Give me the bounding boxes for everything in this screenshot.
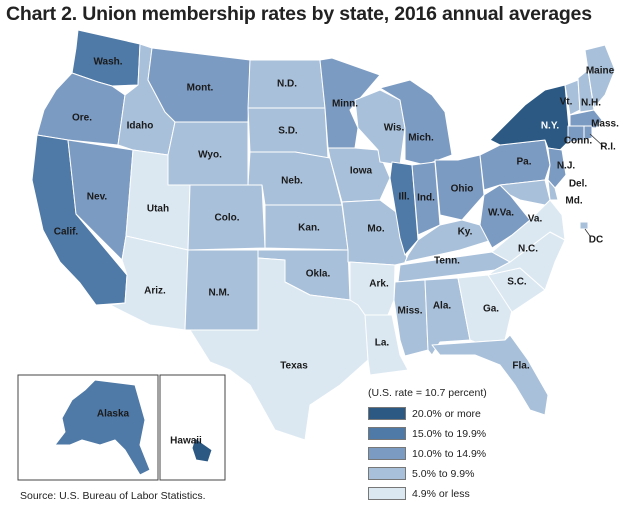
state-ia[interactable] xyxy=(327,147,391,203)
state-label-oh: Ohio xyxy=(451,184,474,195)
state-me[interactable] xyxy=(584,44,616,109)
state-ms[interactable] xyxy=(393,279,429,357)
state-label-wi: Wis. xyxy=(384,123,405,134)
state-label-wa: Wash. xyxy=(93,57,122,68)
state-label-ca: Calif. xyxy=(54,227,79,238)
state-mo[interactable] xyxy=(341,199,409,266)
state-label-wv: W.Va. xyxy=(488,208,514,219)
state-label-ne: Neb. xyxy=(281,176,303,187)
legend-item: 20.0% or more xyxy=(368,406,481,421)
legend-item: 15.0% to 19.9% xyxy=(368,426,486,441)
state-label-sc: S.C. xyxy=(507,277,527,288)
state-label-ak: Alaska xyxy=(97,409,130,420)
state-label-az: Ariz. xyxy=(144,286,166,297)
legend-label: 5.0% to 9.9% xyxy=(412,467,475,480)
state-label-ms: Miss. xyxy=(397,306,422,317)
legend-swatch xyxy=(368,487,406,500)
state-label-il: Ill. xyxy=(398,192,409,203)
state-label-fl: Fla. xyxy=(512,361,529,372)
legend-label: 15.0% to 19.9% xyxy=(412,427,487,440)
state-label-ok: Okla. xyxy=(306,269,331,280)
state-label-in: Ind. xyxy=(417,193,435,204)
state-label-nc: N.C. xyxy=(518,244,538,255)
state-label-ut: Utah xyxy=(147,204,169,215)
legend-swatch xyxy=(368,447,406,460)
state-label-ia: Iowa xyxy=(350,166,373,177)
legend-item: 5.0% to 9.9% xyxy=(368,466,474,481)
state-label-ma: Mass. xyxy=(591,119,619,130)
legend-item: 4.9% or less xyxy=(368,486,470,501)
state-label-la: La. xyxy=(375,338,390,349)
state-label-de: Del. xyxy=(569,179,588,190)
state-label-nh: N.H. xyxy=(581,98,601,109)
state-label-hi: Hawaii xyxy=(170,436,202,447)
state-fl[interactable] xyxy=(431,334,549,416)
state-label-ct: Conn. xyxy=(564,136,593,147)
state-label-mn: Minn. xyxy=(332,99,358,110)
leader-dc xyxy=(584,228,591,237)
legend-label: 20.0% or more xyxy=(412,407,481,420)
state-label-ny: N.Y. xyxy=(541,121,560,132)
legend-swatch xyxy=(368,427,406,440)
state-label-nm: N.M. xyxy=(208,288,229,299)
state-label-co: Colo. xyxy=(215,213,240,224)
legend-label: 4.9% or less xyxy=(412,487,470,500)
legend-item: 10.0% to 14.9% xyxy=(368,446,486,461)
state-label-vt: Vt. xyxy=(560,97,573,108)
state-label-nd: N.D. xyxy=(277,79,297,90)
hawaii-inset-frame xyxy=(159,374,226,481)
state-label-sd: S.D. xyxy=(278,126,298,137)
state-label-tn: Tenn. xyxy=(434,256,460,267)
state-label-ga: Ga. xyxy=(483,304,499,315)
state-ma[interactable] xyxy=(569,109,603,129)
state-label-pa: Pa. xyxy=(516,157,531,168)
source-note: Source: U.S. Bureau of Labor Statistics. xyxy=(20,490,206,502)
state-label-ks: Kan. xyxy=(298,223,320,234)
state-label-nj: N.J. xyxy=(557,161,576,172)
state-label-mo: Mo. xyxy=(367,224,384,235)
state-label-mi: Mich. xyxy=(408,133,434,144)
state-label-ky: Ky. xyxy=(458,227,473,238)
state-or[interactable] xyxy=(36,72,126,146)
state-label-ar: Ark. xyxy=(369,279,389,290)
state-hi[interactable] xyxy=(191,437,213,463)
state-ri[interactable] xyxy=(583,125,593,141)
state-label-wy: Wyo. xyxy=(198,150,222,161)
state-label-or: Ore. xyxy=(72,113,92,124)
state-de[interactable] xyxy=(547,179,559,201)
page-title: Chart 2. Union membership rates by state… xyxy=(6,3,592,25)
state-ak[interactable] xyxy=(54,379,151,476)
legend-label: 10.0% to 14.9% xyxy=(412,447,487,460)
legend-swatch xyxy=(368,407,406,420)
state-md[interactable] xyxy=(499,179,551,206)
state-label-dc: DC xyxy=(589,235,603,246)
state-label-id: Idaho xyxy=(127,121,154,132)
alaska-inset-frame xyxy=(17,374,159,481)
state-label-mt: Mont. xyxy=(187,83,214,94)
state-label-ri: R.I. xyxy=(600,142,616,153)
legend-swatch xyxy=(368,467,406,480)
state-label-al: Ala. xyxy=(433,301,452,312)
leader-ri xyxy=(589,133,604,147)
state-label-md: Md. xyxy=(565,196,582,207)
state-label-nv: Nev. xyxy=(87,192,108,203)
state-dc[interactable] xyxy=(579,221,589,230)
state-wv[interactable] xyxy=(479,184,531,249)
state-tx[interactable] xyxy=(189,257,369,441)
legend-note: (U.S. rate = 10.7 percent) xyxy=(368,387,487,399)
state-label-me: Maine xyxy=(586,66,615,77)
state-ny[interactable] xyxy=(489,84,571,151)
state-label-tx: Texas xyxy=(280,361,308,372)
state-la[interactable] xyxy=(364,314,409,376)
state-label-va: Va. xyxy=(528,214,543,225)
